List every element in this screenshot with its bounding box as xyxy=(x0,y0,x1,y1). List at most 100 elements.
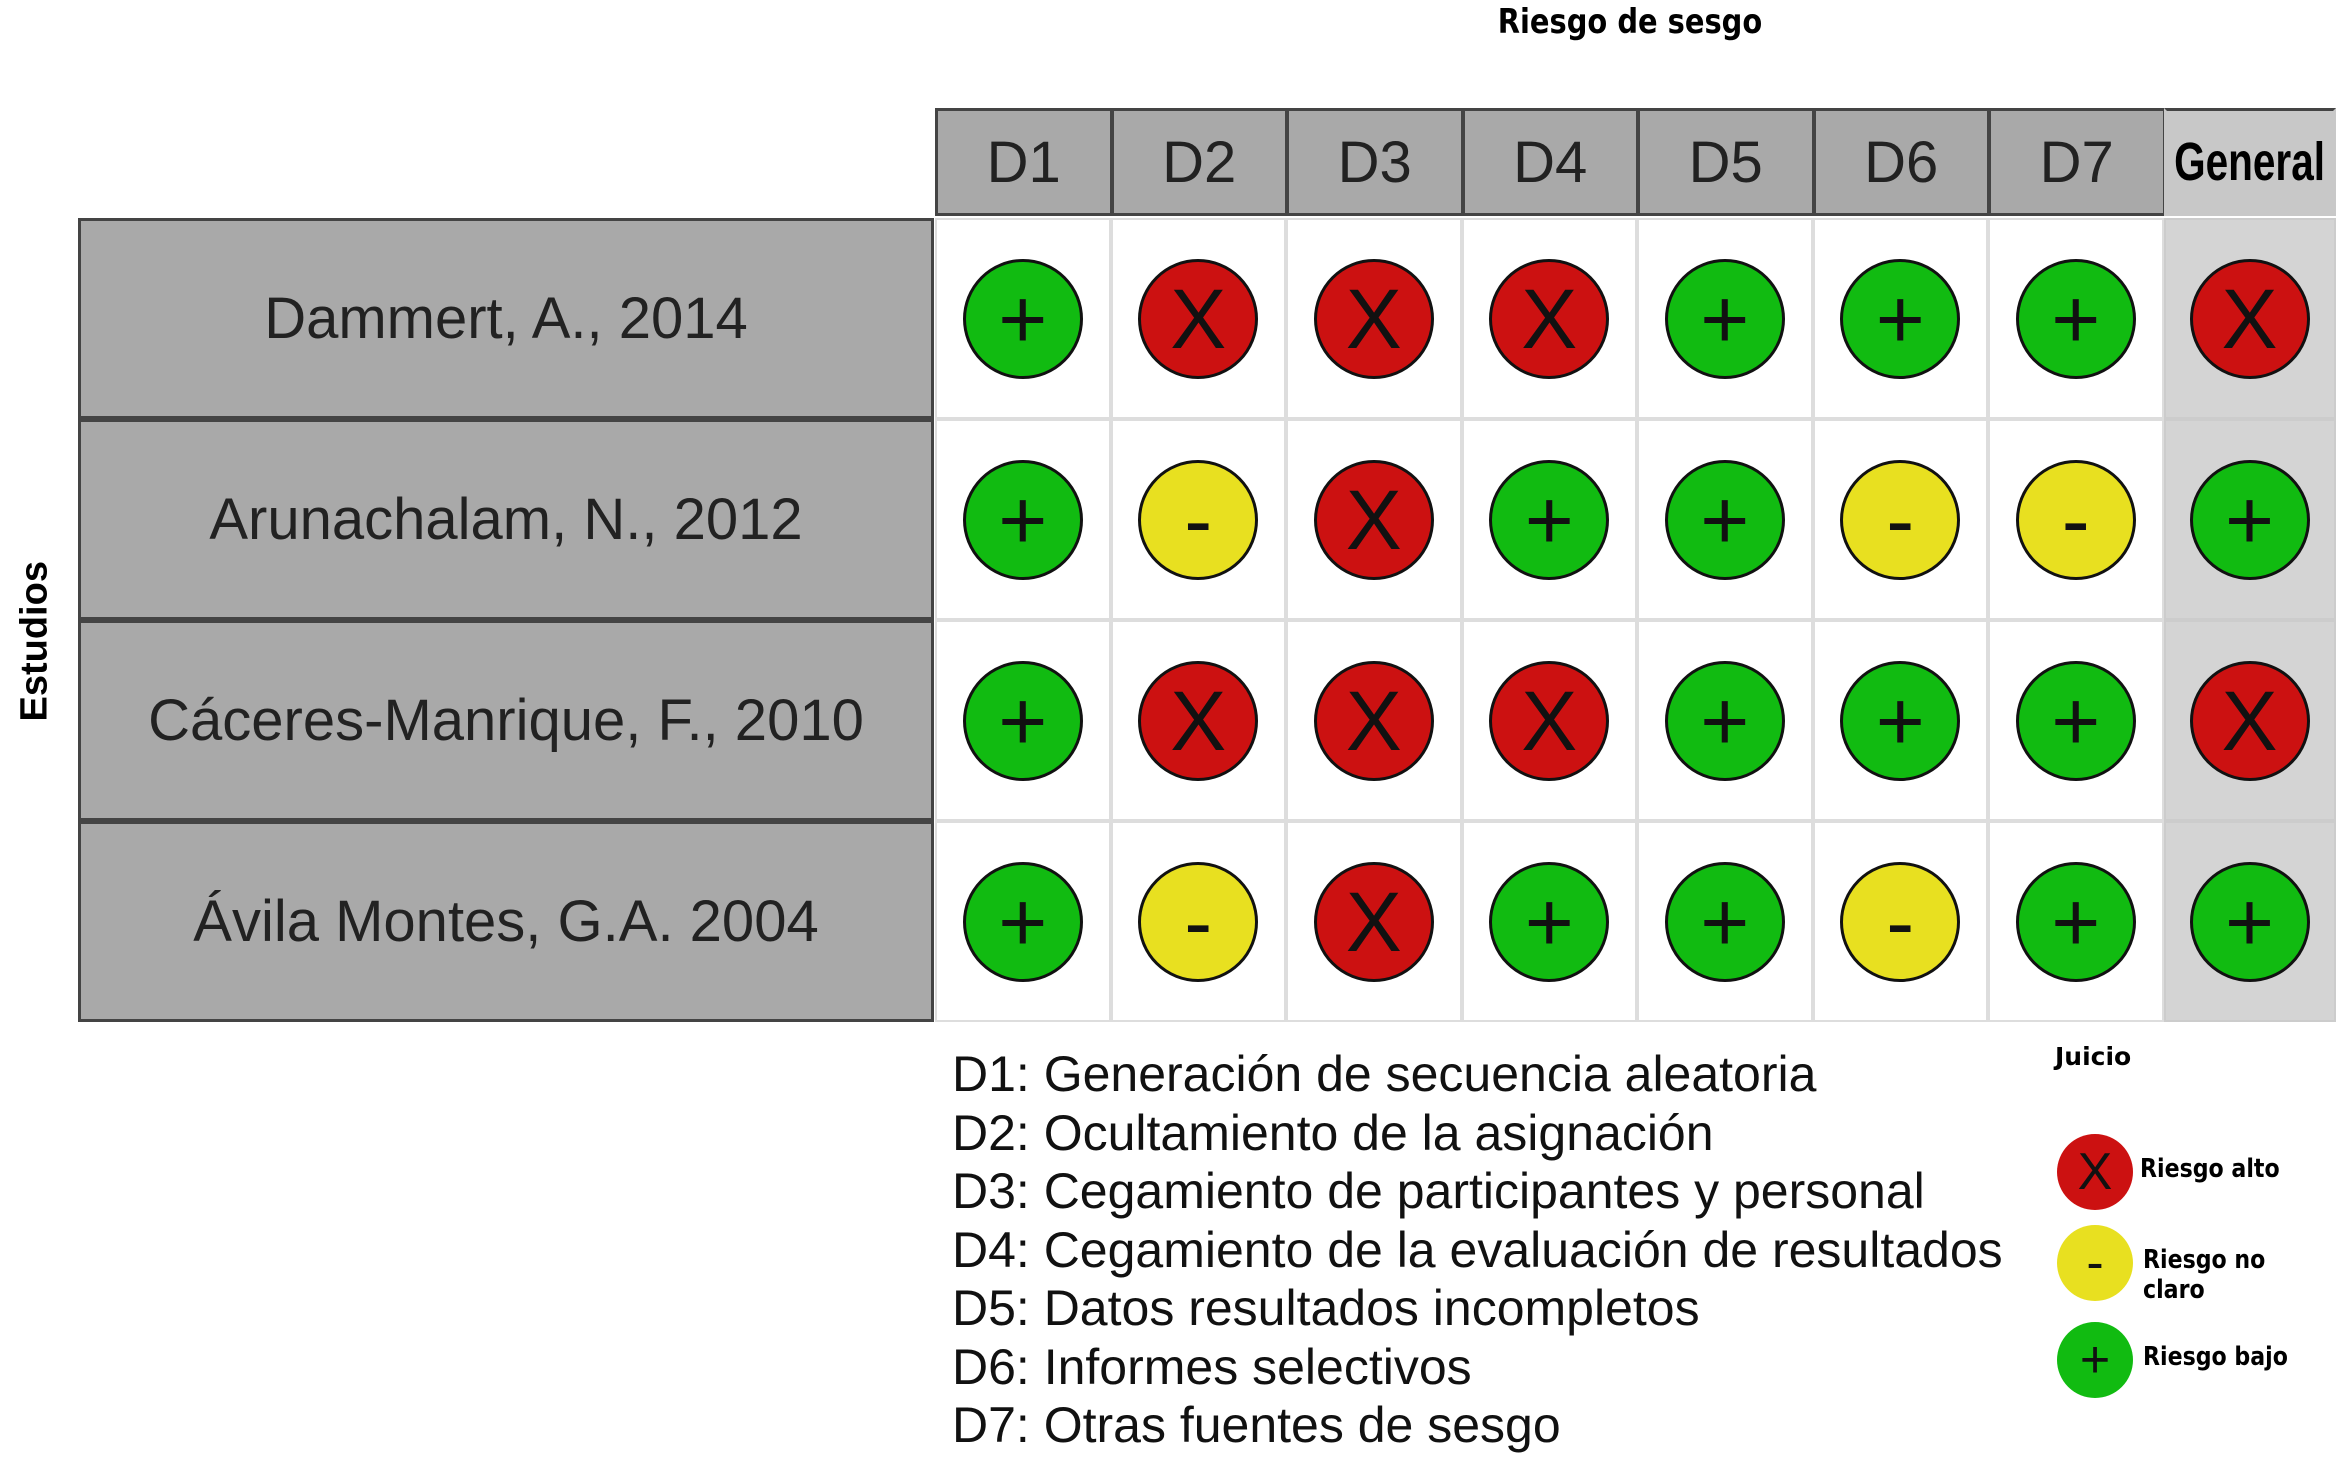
domain-legend-item: D6: Informes selectivos xyxy=(952,1338,1472,1395)
judgement-low-icon: + xyxy=(1664,861,1785,982)
judgement-cell: + xyxy=(2163,419,2336,620)
study-label: Dammert, A., 2014 xyxy=(78,218,934,419)
domain-legend-item: D4: Cegamiento de la evaluación de resul… xyxy=(952,1221,2003,1278)
judgement-low-icon: + xyxy=(1664,459,1785,580)
judgement-high-icon: X xyxy=(1489,660,1610,781)
judgement-unclear-icon: - xyxy=(1840,459,1961,580)
column-header-label: General xyxy=(2174,132,2325,192)
judgement-high-icon: X xyxy=(1138,660,1259,781)
domain-legend: D1: Generación de secuencia aleatoria D2:… xyxy=(952,1045,2003,1455)
column-header-d7: D7 xyxy=(1988,108,2166,216)
judgement-cell: + xyxy=(935,419,1111,620)
domain-legend-item: D1: Generación de secuencia aleatoria xyxy=(952,1046,1817,1102)
chart-title: Riesgo de sesgo xyxy=(1497,2,1763,42)
domain-legend-item: D3: Cegamiento de participantes y person… xyxy=(952,1163,1925,1219)
judgement-low-icon: + xyxy=(962,459,1083,580)
key-low-icon: + xyxy=(2057,1322,2133,1398)
domain-legend-item: D7: Otras fuentes de sesgo xyxy=(952,1397,1561,1453)
judgement-high-icon: X xyxy=(2189,660,2310,781)
judgement-cell: + xyxy=(1812,620,1988,821)
column-header-d1: D1 xyxy=(935,108,1113,216)
judgement-cell: + xyxy=(935,821,1111,1022)
judgement-high-icon: X xyxy=(2189,258,2310,379)
judgement-low-icon: + xyxy=(1840,660,1961,781)
judgement-cell: X xyxy=(1286,218,1462,419)
key-label: Riesgo alto xyxy=(2140,1154,2280,1184)
domain-legend-item: D5: Datos resultados incompletos xyxy=(952,1280,1700,1336)
judgement-cell: - xyxy=(1110,821,1286,1022)
study-label: Arunachalam, N., 2012 xyxy=(78,419,934,620)
judgement-cell: X xyxy=(2163,218,2336,419)
judgement-low-icon: + xyxy=(962,660,1083,781)
judgement-cell: - xyxy=(1988,419,2164,620)
judgement-low-icon: + xyxy=(2015,258,2136,379)
key-high-icon: X xyxy=(2057,1134,2133,1210)
key-title: Juicio xyxy=(2055,1042,2132,1071)
judgement-cell: - xyxy=(1812,821,1988,1022)
judgement-cell: X xyxy=(1286,620,1462,821)
judgement-cell: + xyxy=(1812,218,1988,419)
column-header-label: D1 xyxy=(986,129,1061,195)
judgement-low-icon: + xyxy=(1664,258,1785,379)
column-header-general: General xyxy=(2163,108,2336,216)
domain-legend-item: D2: Ocultamiento de la asignación xyxy=(952,1104,1714,1161)
judgement-cell: + xyxy=(1637,821,1813,1022)
column-header-d5: D5 xyxy=(1637,108,1815,216)
judgement-high-icon: X xyxy=(1138,258,1259,379)
judgement-cell: + xyxy=(1988,620,2164,821)
judgement-low-icon: + xyxy=(2189,861,2310,982)
judgement-low-icon: + xyxy=(1664,660,1785,781)
y-axis-label: Estudios xyxy=(13,561,56,722)
judgement-cell: + xyxy=(1637,419,1813,620)
judgement-cell: + xyxy=(935,620,1111,821)
judgement-cell: + xyxy=(1988,821,2164,1022)
column-header-label: D6 xyxy=(1864,129,1939,195)
column-header-label: D3 xyxy=(1337,129,1412,195)
study-label: Cáceres-Manrique, F., 2010 xyxy=(78,620,934,821)
judgement-cell: + xyxy=(2163,821,2336,1022)
judgement-low-icon: + xyxy=(1489,861,1610,982)
judgement-low-icon: + xyxy=(1840,258,1961,379)
key-label: Riesgo no claro xyxy=(2143,1245,2266,1305)
column-header-d2: D2 xyxy=(1110,108,1288,216)
judgement-cell: X xyxy=(1286,821,1462,1022)
column-header-label: D2 xyxy=(1162,129,1237,195)
study-label: Ávila Montes, G.A. 2004 xyxy=(78,821,934,1022)
column-header-d3: D3 xyxy=(1286,108,1464,216)
judgement-cell: X xyxy=(2163,620,2336,821)
judgement-unclear-icon: - xyxy=(1138,459,1259,580)
column-header-label: D4 xyxy=(1513,129,1588,195)
judgement-low-icon: + xyxy=(1489,459,1610,580)
judgement-high-icon: X xyxy=(1313,459,1434,580)
judgement-cell: X xyxy=(1110,218,1286,419)
column-header-label: D5 xyxy=(1688,129,1763,195)
judgement-high-icon: X xyxy=(1313,660,1434,781)
column-header-d4: D4 xyxy=(1461,108,1639,216)
judgement-low-icon: + xyxy=(962,861,1083,982)
judgement-high-icon: X xyxy=(1489,258,1610,379)
judgement-unclear-icon: - xyxy=(1840,861,1961,982)
judgement-cell: - xyxy=(1110,419,1286,620)
judgement-cell: X xyxy=(1461,620,1637,821)
judgement-cell: - xyxy=(1812,419,1988,620)
judgement-unclear-icon: - xyxy=(1138,861,1259,982)
key-label: Riesgo bajo xyxy=(2143,1342,2288,1372)
column-header-label: D7 xyxy=(2039,129,2114,195)
judgement-cell: + xyxy=(1637,218,1813,419)
judgement-high-icon: X xyxy=(1313,861,1434,982)
judgement-cell: X xyxy=(1286,419,1462,620)
judgement-low-icon: + xyxy=(2015,861,2136,982)
judgement-low-icon: + xyxy=(2189,459,2310,580)
judgement-cell: + xyxy=(1988,218,2164,419)
judgement-cell: + xyxy=(1461,419,1637,620)
judgement-high-icon: X xyxy=(1313,258,1434,379)
judgement-low-icon: + xyxy=(962,258,1083,379)
judgement-cell: X xyxy=(1461,218,1637,419)
key-unclear-icon: - xyxy=(2057,1225,2133,1301)
judgement-low-icon: + xyxy=(2015,660,2136,781)
judgement-cell: + xyxy=(1461,821,1637,1022)
column-header-d6: D6 xyxy=(1812,108,1990,216)
judgement-cell: + xyxy=(1637,620,1813,821)
judgement-unclear-icon: - xyxy=(2015,459,2136,580)
judgement-cell: + xyxy=(935,218,1111,419)
